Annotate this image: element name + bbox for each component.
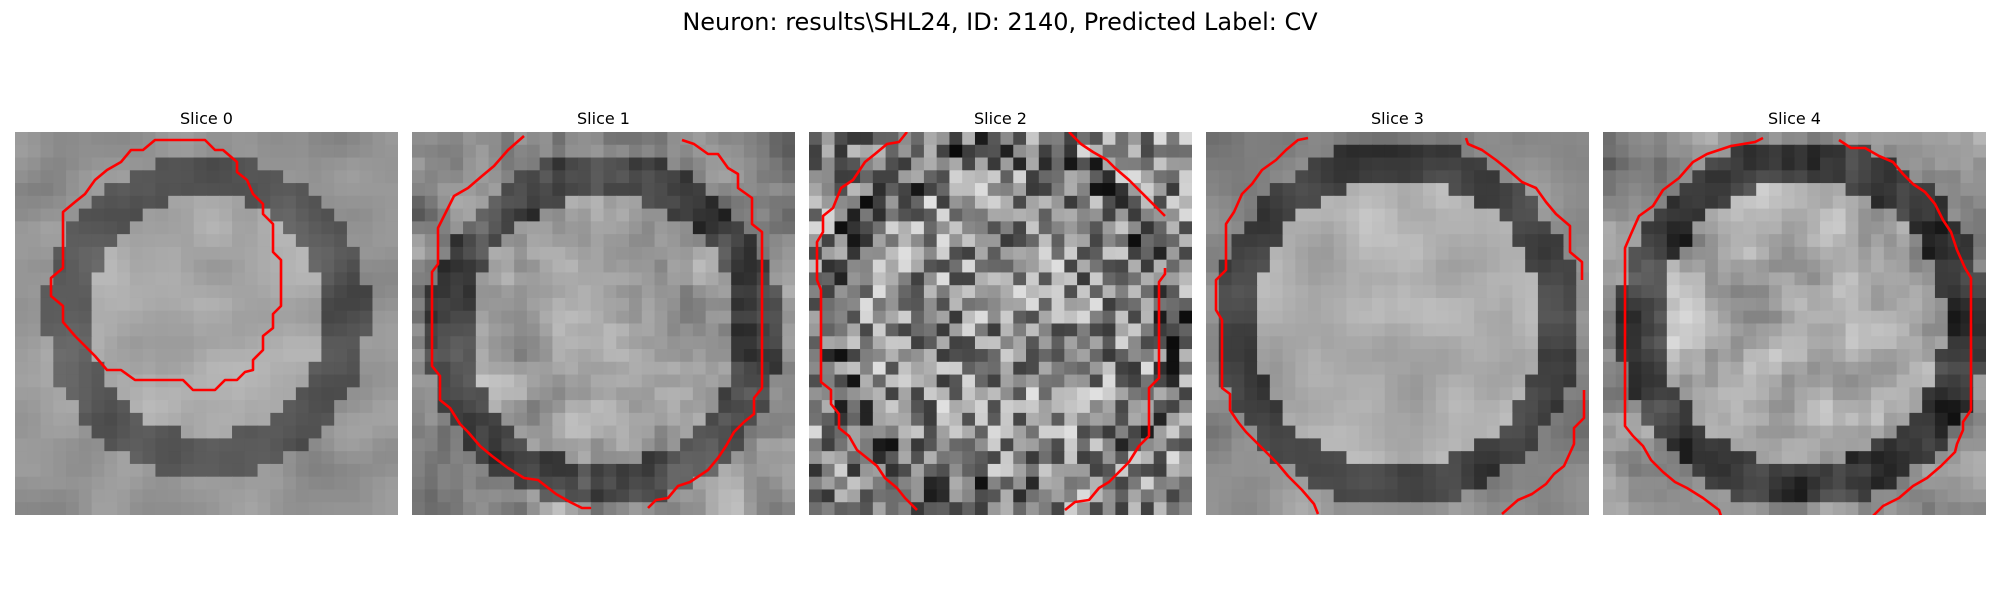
pixel-texture xyxy=(1206,132,1589,515)
slice-image-1 xyxy=(412,132,795,515)
slice-title-2: Slice 2 xyxy=(974,109,1027,128)
slice-image-4 xyxy=(1603,132,1986,515)
cell-contour xyxy=(430,135,764,510)
slice-panel-4: Slice 4 xyxy=(1603,108,1986,515)
pixel-texture xyxy=(1603,132,1986,515)
slice-panel-3: Slice 3 xyxy=(1206,108,1589,515)
slice-title-1: Slice 1 xyxy=(577,109,630,128)
slice-panel-1: Slice 1 xyxy=(412,108,795,515)
cell-contour xyxy=(49,138,283,392)
pixel-texture xyxy=(412,132,795,515)
slice-image-0 xyxy=(15,132,398,515)
slice-image-2 xyxy=(809,132,1192,515)
pixel-texture xyxy=(15,132,398,515)
slice-panel-2: Slice 2 xyxy=(809,108,1192,515)
cell-contour xyxy=(1214,136,1586,515)
slice-image-3 xyxy=(1206,132,1589,515)
cell-contour xyxy=(815,132,1167,512)
slice-title-0: Slice 0 xyxy=(180,109,233,128)
slice-title-4: Slice 4 xyxy=(1768,109,1821,128)
slice-title-3: Slice 3 xyxy=(1371,109,1424,128)
cell-contour xyxy=(1623,136,1973,515)
slice-panel-0: Slice 0 xyxy=(15,108,398,515)
figure-title: Neuron: results\SHL24, ID: 2140, Predict… xyxy=(682,8,1318,36)
pixel-texture xyxy=(809,132,1192,515)
